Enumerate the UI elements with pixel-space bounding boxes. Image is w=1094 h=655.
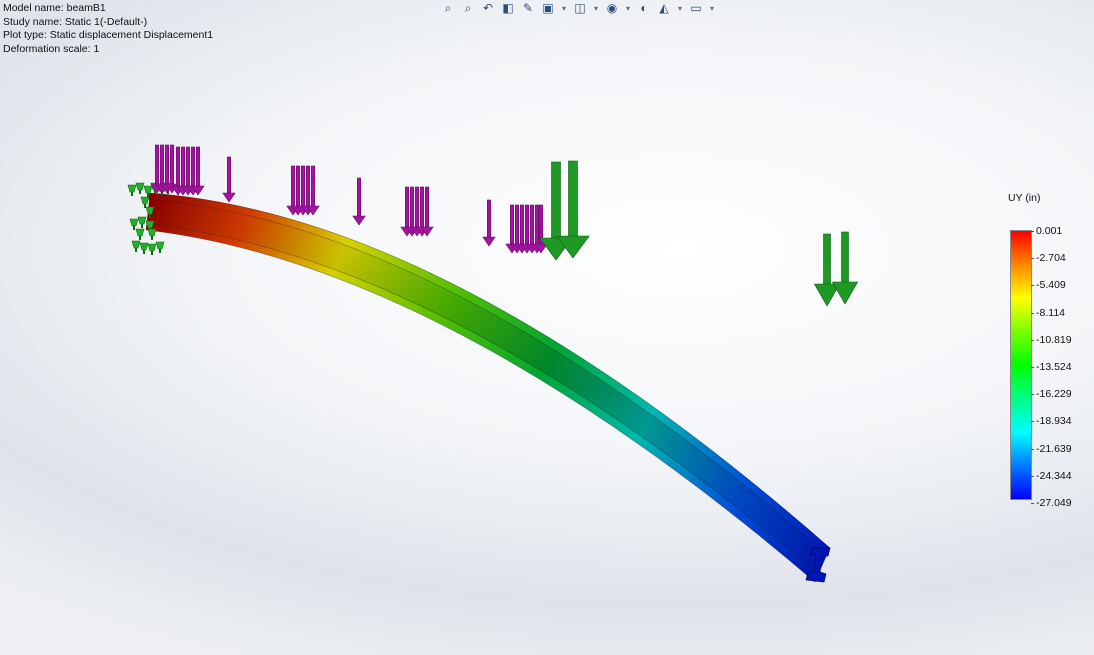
heads-up-view-toolbar: ⌕ ⌕ ↶ ◧ ✎ ▣ ▾ ◫ ▾ ◉ ▾ ◐ ◭ ▾ ▭ ▾: [440, 0, 716, 16]
dropdown-arrow-icon[interactable]: ▾: [625, 3, 630, 13]
zoom-to-fit-icon[interactable]: ⌕: [444, 1, 452, 15]
legend-value-label: 0.001: [1030, 225, 1063, 237]
legend-value-label: -5.409: [1031, 279, 1066, 292]
fixture-marker: [135, 228, 145, 240]
model-name-text: Model name: beamB1: [3, 2, 106, 14]
fixture-marker: [129, 218, 139, 230]
load-arrow: [556, 160, 590, 259]
legend-value-label: -2.704: [1031, 252, 1066, 265]
fixture-marker: [137, 216, 147, 228]
fixture-marker: [140, 196, 150, 208]
plot-type-text: Plot type: Static displacement Displacem…: [3, 29, 214, 41]
display-style-icon[interactable]: ◫: [574, 1, 586, 15]
dropdown-arrow-icon[interactable]: ▾: [677, 3, 682, 13]
load-arrow: [306, 165, 320, 216]
beam-bottom-flange: [145, 223, 819, 583]
study-name-text: Study name: Static 1(-Default-): [3, 15, 148, 28]
load-arrow: [534, 204, 548, 254]
fixture-marker: [131, 240, 141, 252]
fixture-marker: [145, 206, 155, 218]
legend-value-label: -16.229: [1031, 388, 1072, 401]
load-arrows[interactable]: [150, 144, 548, 254]
dynamic-annotation-icon[interactable]: ✎: [522, 1, 534, 15]
dropdown-arrow-icon[interactable]: ▾: [561, 3, 566, 13]
fixture-marker: [155, 241, 165, 253]
fixture-marker: [147, 228, 157, 240]
load-arrow: [482, 199, 496, 247]
load-arrow: [813, 233, 841, 307]
beam-web: [146, 193, 830, 582]
color-legend-bar: [1010, 230, 1032, 500]
beam-web-shade: [146, 193, 830, 582]
legend-title: UY (in): [1008, 192, 1041, 204]
load-arrow: [420, 186, 434, 237]
fixture-marker: [143, 185, 153, 197]
dropdown-arrow-icon[interactable]: ▾: [709, 3, 714, 13]
legend-value-label: -21.639: [1031, 442, 1072, 455]
legend-value-label: -27.049: [1031, 497, 1072, 509]
fixture-marker: [135, 182, 145, 194]
legend-value-label: -18.934: [1031, 415, 1072, 428]
hide-show-items-icon[interactable]: ◉: [606, 1, 618, 15]
deformed-beam[interactable]: [145, 192, 831, 583]
dropdown-arrow-icon[interactable]: ▾: [593, 3, 598, 13]
load-arrow: [191, 146, 205, 196]
load-arrow: [222, 156, 236, 203]
beam-end-face: [805, 547, 831, 583]
remote-load-arrows[interactable]: [539, 160, 859, 307]
legend-value-label: -10.819: [1031, 333, 1072, 346]
legend-value-label: -13.524: [1031, 361, 1072, 373]
edit-appearance-icon[interactable]: ◐: [640, 1, 648, 15]
section-view-icon[interactable]: ◧: [502, 1, 514, 15]
fixture-marker: [147, 243, 157, 255]
zoom-to-area-icon[interactable]: ⌕: [464, 1, 472, 15]
fixture-marker: [139, 242, 149, 254]
deformation-scale-text: Deformation scale: 1: [3, 42, 100, 55]
fixture-marker: [127, 184, 137, 196]
load-arrow: [352, 177, 366, 226]
legend-value-label: -24.344: [1031, 469, 1072, 482]
apply-scene-icon[interactable]: ◭: [659, 1, 669, 15]
plot-info-block: Model name: beamB1 Study name: Static 1(…: [3, 2, 213, 56]
view-orientation-icon[interactable]: ▣: [542, 1, 554, 15]
view-settings-icon[interactable]: ▭: [690, 1, 702, 15]
legend-value-label: -8.114: [1031, 306, 1065, 319]
load-arrow: [831, 231, 859, 305]
previous-view-icon[interactable]: ↶: [482, 1, 494, 15]
